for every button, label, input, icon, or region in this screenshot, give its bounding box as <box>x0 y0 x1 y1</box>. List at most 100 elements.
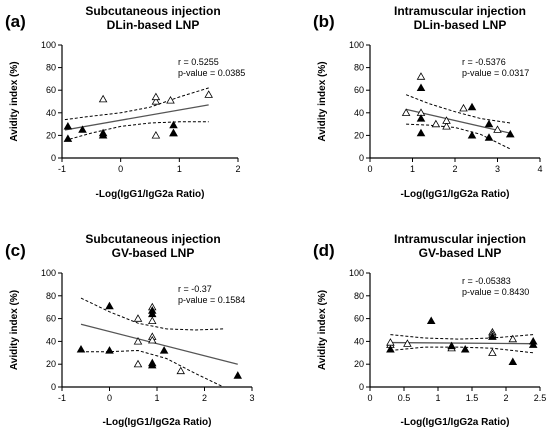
filled-data-point <box>233 371 242 379</box>
y-tick-label: 40 <box>354 336 364 346</box>
r-value-label: r = -0.37 <box>178 284 212 294</box>
x-tick-label: 1 <box>435 393 440 403</box>
x-tick-label: 3 <box>249 393 254 403</box>
open-data-point <box>148 335 157 344</box>
filled-data-point <box>505 129 515 138</box>
panel-letter: (a) <box>5 12 26 31</box>
y-tick-label: 100 <box>41 268 56 278</box>
x-tick-label: 1 <box>154 393 159 403</box>
y-tick-label: 0 <box>359 382 364 392</box>
x-tick-label: 1 <box>177 164 182 174</box>
y-tick-label: 20 <box>354 359 364 369</box>
open-data-point <box>431 119 441 128</box>
filled-data-point <box>416 114 426 122</box>
filled-data-point <box>508 357 518 366</box>
filled-data-point <box>460 344 470 353</box>
y-tick-label: 60 <box>46 314 56 324</box>
filled-data-point <box>488 332 497 340</box>
y-tick-label: 0 <box>51 382 56 392</box>
x-tick-label: 0.5 <box>398 393 411 403</box>
x-tick-label: 2 <box>235 164 240 174</box>
filled-data-point <box>76 344 86 353</box>
y-tick-label: 100 <box>349 268 364 278</box>
y-tick-label: 80 <box>46 291 56 301</box>
x-tick-label: 0 <box>367 164 372 174</box>
filled-data-point <box>105 301 114 310</box>
r-value-label: r = -0.05383 <box>462 276 511 286</box>
filled-data-point <box>78 125 87 133</box>
ci-upper-line <box>64 87 209 121</box>
open-data-point <box>493 125 502 133</box>
r-value-label: r = -0.5376 <box>462 57 506 67</box>
y-tick-label: 20 <box>354 130 364 140</box>
y-axis-label: Avidity index (%) <box>9 290 20 370</box>
y-tick-label: 60 <box>354 314 364 324</box>
x-axis-label: -Log(IgG1/IgG2a Ratio) <box>103 417 212 428</box>
filled-data-point <box>386 344 395 353</box>
open-data-point <box>401 108 411 116</box>
y-tick-label: 80 <box>354 291 364 301</box>
x-tick-label: 2.5 <box>534 393 547 403</box>
x-tick-label: 2 <box>202 393 207 403</box>
y-tick-label: 80 <box>354 63 364 73</box>
ci-lower-line <box>390 346 534 354</box>
x-tick-label: 2 <box>503 393 508 403</box>
panel-letter: (b) <box>313 12 335 31</box>
x-tick-label: 1.5 <box>466 393 479 403</box>
open-data-point <box>151 130 161 139</box>
y-tick-label: 0 <box>51 153 56 163</box>
filled-data-point <box>169 120 178 129</box>
filled-data-point <box>426 316 436 325</box>
chart-subtitle: GV-based LNP <box>419 246 502 260</box>
filled-data-point <box>63 134 73 142</box>
open-data-point <box>204 90 213 98</box>
y-tick-label: 0 <box>359 153 364 163</box>
filled-data-point <box>467 102 477 111</box>
open-data-point <box>176 366 185 375</box>
x-tick-label: 0 <box>107 393 112 403</box>
filled-data-point <box>98 128 108 137</box>
x-tick-label: 4 <box>537 164 542 174</box>
open-data-point <box>403 339 412 347</box>
filled-data-point <box>169 128 178 137</box>
y-axis-label: Avidity index (%) <box>317 61 328 141</box>
filled-data-point <box>148 309 157 318</box>
y-tick-label: 80 <box>46 63 56 73</box>
y-tick-label: 40 <box>354 108 364 118</box>
filled-data-point <box>467 130 477 139</box>
open-data-point <box>151 92 161 101</box>
chart-title: Intramuscular injection <box>394 232 526 246</box>
x-tick-label: 1 <box>410 164 415 174</box>
x-tick-label: -1 <box>58 393 66 403</box>
open-data-point <box>442 116 451 124</box>
open-data-point <box>133 314 143 322</box>
open-data-point <box>148 316 157 325</box>
y-tick-label: 100 <box>349 40 364 50</box>
y-tick-label: 40 <box>46 336 56 346</box>
filled-data-point <box>148 360 157 369</box>
open-data-point <box>416 72 426 80</box>
filled-data-point <box>105 346 114 354</box>
open-data-point <box>442 121 451 130</box>
x-axis-label: -Log(IgG1/IgG2a Ratio) <box>96 189 205 200</box>
chart-subtitle: GV-based LNP <box>112 246 195 260</box>
open-data-point <box>459 103 468 112</box>
filled-data-point <box>528 340 538 348</box>
panel-letter: (c) <box>5 241 26 260</box>
r-value-label: r = 0.5255 <box>178 57 219 67</box>
filled-data-point <box>447 341 456 350</box>
chart-title: Intramuscular injection <box>394 4 526 18</box>
regression-line <box>64 104 209 131</box>
y-tick-label: 60 <box>354 85 364 95</box>
filled-data-point <box>159 346 169 354</box>
open-data-point <box>508 334 518 343</box>
y-axis-label: Avidity index (%) <box>317 290 328 370</box>
chart-subtitle: DLin-based LNP <box>414 18 507 32</box>
regression-line <box>390 341 534 345</box>
ci-lower-line <box>64 121 209 141</box>
chart-title: Subcutaneous injection <box>85 232 220 246</box>
filled-data-point <box>416 83 426 91</box>
